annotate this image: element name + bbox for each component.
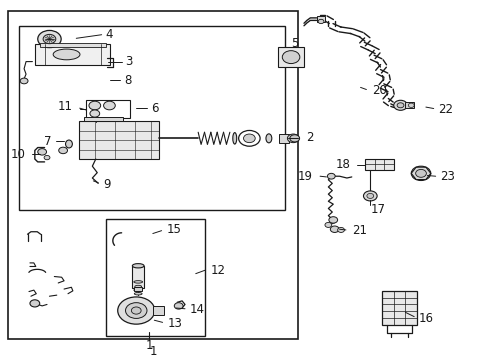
Circle shape <box>289 135 299 142</box>
Circle shape <box>366 193 373 198</box>
Circle shape <box>131 307 141 314</box>
Ellipse shape <box>65 140 72 148</box>
Circle shape <box>90 110 100 117</box>
Ellipse shape <box>265 134 271 143</box>
Circle shape <box>89 101 101 110</box>
Bar <box>19 26 285 210</box>
Bar <box>86 100 130 118</box>
Ellipse shape <box>135 285 142 288</box>
Circle shape <box>415 170 426 177</box>
Text: 8: 8 <box>124 74 131 87</box>
Text: 4: 4 <box>105 28 113 41</box>
Text: 21: 21 <box>351 224 366 237</box>
Ellipse shape <box>134 281 142 283</box>
Circle shape <box>238 130 260 146</box>
Circle shape <box>125 303 147 319</box>
Bar <box>134 287 142 291</box>
Ellipse shape <box>134 289 142 291</box>
Bar <box>8 12 298 339</box>
Text: 11: 11 <box>58 100 73 113</box>
Text: 2: 2 <box>306 131 313 144</box>
Circle shape <box>328 217 337 223</box>
Text: 18: 18 <box>335 158 350 171</box>
Bar <box>365 159 393 170</box>
Circle shape <box>38 149 46 155</box>
Ellipse shape <box>232 132 236 144</box>
Text: 3: 3 <box>125 55 132 68</box>
Bar <box>83 117 122 121</box>
Circle shape <box>330 226 338 233</box>
Circle shape <box>393 100 407 110</box>
Text: 20: 20 <box>371 85 386 98</box>
Bar <box>132 266 144 288</box>
Circle shape <box>287 134 299 143</box>
Circle shape <box>103 101 115 110</box>
Bar <box>278 134 289 143</box>
Text: 10: 10 <box>10 148 25 161</box>
Circle shape <box>44 156 50 160</box>
Bar <box>35 44 110 65</box>
Circle shape <box>38 31 61 48</box>
Circle shape <box>282 51 299 64</box>
Circle shape <box>325 222 331 228</box>
Text: 22: 22 <box>438 103 453 116</box>
Ellipse shape <box>53 49 80 60</box>
Circle shape <box>43 34 56 44</box>
Circle shape <box>118 297 155 324</box>
Bar <box>316 16 325 22</box>
Bar <box>405 103 413 108</box>
Text: 1: 1 <box>149 345 157 357</box>
Bar <box>105 219 205 336</box>
Ellipse shape <box>134 292 142 295</box>
Circle shape <box>337 228 344 233</box>
Circle shape <box>410 166 430 180</box>
Circle shape <box>20 78 28 84</box>
Text: 12: 12 <box>210 264 225 276</box>
Circle shape <box>318 19 324 24</box>
Bar <box>153 306 163 315</box>
Text: 1: 1 <box>145 339 153 352</box>
Circle shape <box>243 134 255 143</box>
Circle shape <box>396 103 403 108</box>
Text: 13: 13 <box>167 317 182 330</box>
Text: 7: 7 <box>44 135 52 148</box>
Text: 14: 14 <box>189 303 204 316</box>
Bar <box>381 291 416 325</box>
Text: 23: 23 <box>440 170 454 184</box>
Text: 17: 17 <box>369 203 385 216</box>
Circle shape <box>327 174 334 179</box>
Bar <box>40 43 105 46</box>
Circle shape <box>59 147 67 154</box>
Circle shape <box>30 300 40 307</box>
Text: 6: 6 <box>151 102 158 114</box>
Ellipse shape <box>132 264 144 268</box>
Text: 19: 19 <box>297 170 312 183</box>
Text: 16: 16 <box>418 312 433 325</box>
Text: 5: 5 <box>290 37 298 50</box>
Text: 9: 9 <box>103 177 110 190</box>
Circle shape <box>363 191 376 201</box>
Text: 15: 15 <box>166 223 181 236</box>
Bar <box>79 121 159 159</box>
Bar <box>277 47 304 67</box>
Circle shape <box>174 303 183 309</box>
